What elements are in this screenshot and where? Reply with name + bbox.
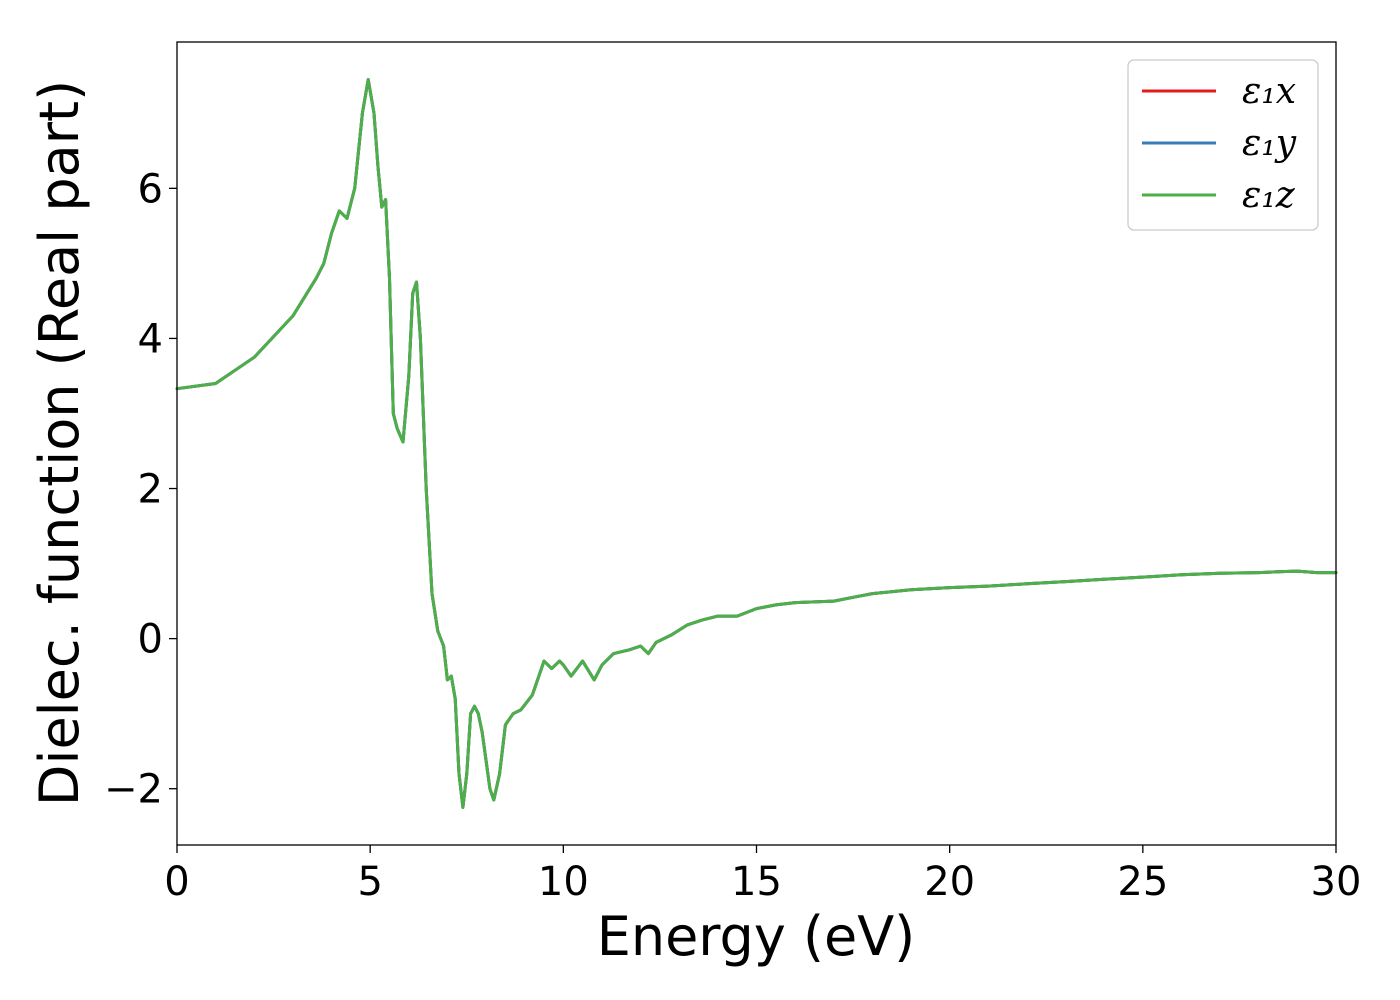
y-tick-label: −2 [104, 767, 163, 813]
x-tick-label: 15 [731, 859, 782, 905]
y-tick-label: 0 [138, 617, 163, 663]
series-layer [175, 78, 1338, 809]
x-tick-label: 25 [1117, 859, 1168, 905]
x-axis-label: Energy (eV) [597, 905, 916, 968]
legend-label-e1z: ε₁z [1242, 175, 1296, 216]
legend-box [1127, 59, 1319, 231]
y-tick-label: 6 [138, 166, 163, 212]
y-tick-label: 4 [138, 316, 163, 362]
legend-label-e1x: ε₁x [1242, 71, 1296, 112]
x-tick-label: 30 [1311, 859, 1362, 905]
series-line-e1z [175, 78, 1338, 809]
x-tick-label: 0 [164, 859, 189, 905]
x-axis-ticks: 0 5 10 15 20 25 30 [164, 845, 1361, 905]
x-tick-label: 20 [924, 859, 975, 905]
x-tick-label: 5 [357, 859, 382, 905]
y-axis-ticks: −2 0 2 4 6 [104, 166, 177, 813]
y-tick-label: 2 [138, 467, 163, 513]
y-axis-label: Dielec. function (Real part) [28, 80, 91, 806]
legend-label-e1y: ε₁y [1242, 123, 1297, 164]
legend: ε₁x ε₁y ε₁z [1127, 59, 1319, 231]
x-tick-label: 10 [538, 859, 589, 905]
